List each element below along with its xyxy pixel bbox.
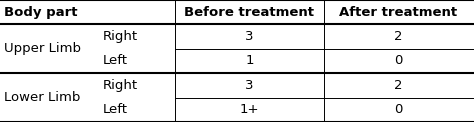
Text: 1+: 1+ [240,103,259,116]
Text: Lower Limb: Lower Limb [4,91,80,104]
Text: Left: Left [103,103,128,116]
Text: 2: 2 [394,30,402,43]
Text: Body part: Body part [4,6,77,19]
Text: Right: Right [103,30,138,43]
Text: Left: Left [103,55,128,67]
Text: After treatment: After treatment [339,6,457,19]
Text: 2: 2 [394,79,402,92]
Text: 0: 0 [394,103,402,116]
Text: Upper Limb: Upper Limb [4,42,81,55]
Text: 3: 3 [245,79,254,92]
Text: 0: 0 [394,55,402,67]
Text: 3: 3 [245,30,254,43]
Text: Before treatment: Before treatment [184,6,314,19]
Text: Right: Right [103,79,138,92]
Text: 1: 1 [245,55,254,67]
